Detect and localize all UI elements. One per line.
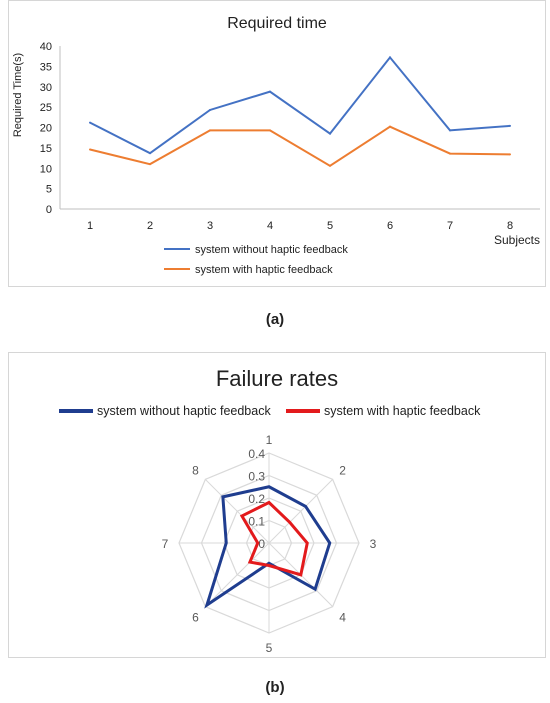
x-tick-label: 1: [87, 220, 93, 232]
y-tick-label: 25: [40, 102, 52, 114]
y-tick-label: 40: [40, 41, 52, 53]
y-tick-label: 15: [40, 143, 52, 155]
caption-b: (b): [265, 679, 285, 696]
data-point: [509, 153, 511, 156]
data-point: [89, 148, 91, 151]
legend-label-1: system without haptic feedback: [97, 404, 271, 418]
radar-spoke: [205, 479, 270, 544]
radar-spoke: [205, 542, 270, 607]
radar-chart: Failure rates system without haptic feed…: [59, 366, 481, 655]
data-point: [509, 124, 511, 127]
data-point: [149, 163, 151, 166]
radial-tick-label: 0.3: [248, 470, 265, 484]
y-tick-label: 35: [40, 61, 52, 73]
legend-label-1: system without haptic feedback: [195, 244, 348, 256]
x-tick-label: 3: [207, 220, 213, 232]
legend-label-2: system with haptic feedback: [324, 404, 481, 418]
data-point: [149, 152, 151, 155]
y-axis-label: Required Time(s): [12, 53, 24, 137]
category-label: 2: [339, 463, 346, 477]
category-label: 8: [192, 463, 199, 477]
series-line-1: [89, 55, 511, 155]
category-label: 3: [370, 537, 377, 551]
y-tick-label: 0: [46, 204, 52, 216]
x-tick-label: 6: [387, 220, 393, 232]
radial-tick-label: 0: [258, 537, 265, 551]
data-point: [209, 129, 211, 132]
data-point: [209, 108, 211, 111]
x-tick-label: 7: [447, 220, 453, 232]
x-tick-label: 2: [147, 220, 153, 232]
chart-title: Failure rates: [216, 366, 338, 391]
category-label: 7: [162, 537, 169, 551]
caption-a: (a): [265, 311, 285, 328]
data-point: [89, 121, 91, 124]
x-tick-label: 4: [267, 220, 273, 232]
radar-series-2: [239, 500, 309, 577]
data-point: [449, 129, 451, 132]
data-point: [389, 125, 391, 128]
x-tick-label: 8: [507, 220, 513, 232]
y-tick-label: 5: [46, 184, 52, 196]
category-label: 5: [266, 641, 273, 655]
data-point: [269, 90, 271, 93]
radar-spoke: [268, 479, 333, 544]
legend-label-2: system with haptic feedback: [195, 264, 333, 276]
y-tick-label: 30: [40, 82, 52, 94]
y-tick-label: 10: [40, 163, 52, 175]
x-axis-label: Subjects: [494, 233, 540, 247]
radar-series-1: [204, 485, 332, 609]
category-label: 6: [192, 611, 199, 625]
radial-tick-label: 0.4: [248, 447, 265, 461]
line-chart-panel: Required time Required Time(s) Subjects …: [8, 0, 546, 287]
y-tick-label: 20: [40, 123, 52, 135]
x-tick-label: 5: [327, 220, 333, 232]
radial-tick-label: 0.1: [248, 515, 265, 529]
category-label: 4: [339, 611, 346, 625]
radial-tick-label: 0.2: [248, 492, 265, 506]
chart-title: Required time: [227, 15, 327, 32]
data-point: [329, 164, 331, 167]
series-line-2: [89, 125, 511, 167]
data-point: [449, 152, 451, 155]
data-point: [389, 56, 391, 59]
data-point: [269, 129, 271, 132]
line-chart: Required time Required Time(s) Subjects …: [12, 15, 540, 276]
data-point: [329, 132, 331, 135]
radar-chart-panel: Failure rates system without haptic feed…: [8, 352, 546, 658]
category-label: 1: [266, 433, 273, 447]
